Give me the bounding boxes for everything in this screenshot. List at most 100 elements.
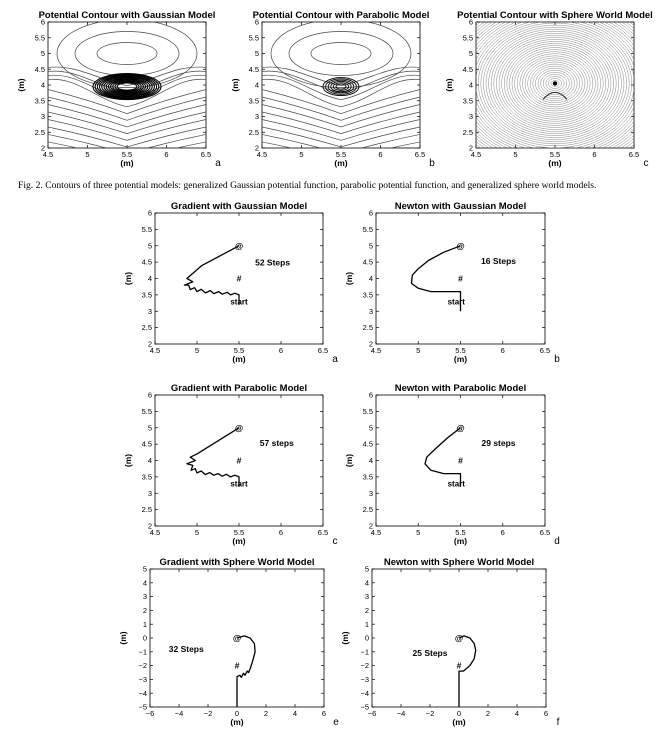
- contour-line: [262, 104, 420, 128]
- y-tick-label: 3: [255, 112, 259, 121]
- contour-line: [485, 28, 625, 138]
- contour-line: [288, 31, 394, 76]
- x-tick-label: 6: [378, 150, 382, 159]
- y-tick-label: 4: [148, 456, 152, 465]
- y-tick-label: −1: [360, 647, 369, 656]
- y-tick-label: 1: [143, 620, 147, 629]
- chart-title: Newton with Parabolic Model: [395, 383, 526, 394]
- obstacle-contour: [94, 73, 160, 100]
- chart-title: Gradient with Gaussian Model: [171, 201, 307, 212]
- y-tick-label: 5.5: [35, 33, 45, 42]
- y-tick-label: 2: [365, 606, 369, 615]
- x-tick-label: 6: [279, 346, 283, 355]
- y-tick-label: 6: [255, 18, 259, 27]
- obstacle-contour: [542, 91, 568, 100]
- x-tick-label: 4.5: [150, 528, 160, 537]
- contour-line: [270, 22, 412, 88]
- chart-grad-gaussian: 4.5 5 5.5 6 6.5 2 2.5 3 3.5 4 4.5 5 5.5 6 Gradient wit…: [123, 201, 338, 365]
- obstacle-marker: #: [457, 661, 462, 671]
- y-tick-label: 6: [469, 18, 473, 27]
- contour-line: [540, 72, 570, 95]
- goal-marker: [552, 81, 558, 86]
- y-tick-label: 3: [143, 592, 147, 601]
- chart-title: Potential Contour with Parabolic Model: [253, 10, 430, 21]
- obstacle-marker: #: [458, 456, 463, 466]
- contour-line: [262, 119, 420, 141]
- contour-line: [522, 57, 588, 110]
- x-tick-label: 6: [322, 709, 326, 718]
- y-tick-label: 2: [148, 340, 152, 349]
- contour-line: [48, 78, 206, 108]
- y-tick-label: 2.5: [463, 128, 473, 137]
- y-tick-label: −2: [138, 661, 147, 670]
- y-tick-label: 6: [148, 391, 152, 400]
- y-tick-label: 2.5: [249, 128, 259, 137]
- contour-line: [48, 134, 206, 148]
- x-tick-label: 6: [544, 709, 548, 718]
- panel-letter: b: [429, 158, 435, 169]
- goal-marker: @: [456, 423, 464, 433]
- obstacle-contour: [103, 77, 151, 96]
- contour-line: [529, 63, 581, 104]
- trajectory-line: [410, 245, 462, 312]
- panel-letter: e: [333, 717, 339, 728]
- y-tick-label: 3: [469, 112, 473, 121]
- x-axis-label: (m): [454, 536, 467, 546]
- contour-line: [48, 96, 206, 121]
- y-tick-label: 5.5: [249, 33, 259, 42]
- y-tick-label: 5: [148, 241, 152, 250]
- contour-line: [48, 119, 206, 141]
- obstacle-contour: [335, 83, 347, 90]
- y-axis-label: (m): [123, 272, 133, 285]
- y-tick-label: 2: [369, 340, 373, 349]
- contour-line: [48, 66, 206, 87]
- y-tick-label: 4.5: [249, 65, 259, 74]
- y-tick-label: 3.5: [363, 290, 373, 299]
- contour-line: [262, 96, 420, 121]
- trajectory-line: [183, 245, 240, 305]
- obstacle-marker: #: [237, 274, 242, 284]
- y-tick-label: 4: [148, 274, 152, 283]
- obstacle-contour: [322, 77, 360, 97]
- obstacle-contour: [114, 81, 140, 92]
- x-axis-label: (m): [548, 158, 561, 168]
- x-tick-label: 6: [501, 346, 505, 355]
- y-tick-label: 6: [148, 209, 152, 218]
- y-tick-label: −4: [360, 689, 369, 698]
- panel-letter: c: [333, 536, 338, 547]
- y-tick-label: 5: [41, 49, 45, 58]
- chart-title: Potential Contour with Sphere World Mode…: [457, 10, 653, 21]
- chart-title: Newton with Sphere World Model: [384, 557, 534, 568]
- x-axis-label: (m): [334, 158, 347, 168]
- contour-lines: [262, 22, 420, 148]
- y-tick-label: 2: [469, 144, 473, 153]
- y-tick-label: 6: [369, 391, 373, 400]
- contour-line: [476, 22, 634, 148]
- panel-letter: f: [557, 717, 560, 728]
- contour-line: [56, 22, 198, 88]
- trajectory-line: [236, 635, 256, 707]
- obstacle-contour: [92, 73, 162, 101]
- y-tick-label: 3: [365, 592, 369, 601]
- y-tick-label: 3: [148, 307, 152, 316]
- chart-title: Gradient with Parabolic Model: [171, 383, 307, 394]
- y-tick-label: 2.5: [35, 128, 45, 137]
- panel-letter: a: [215, 158, 221, 169]
- step-count-label: 25 Steps: [413, 648, 448, 658]
- y-tick-label: 5: [369, 423, 373, 432]
- obstacle-contour: [107, 78, 147, 95]
- x-tick-label: 6: [164, 150, 168, 159]
- contour-line: [48, 111, 206, 134]
- contour-line: [548, 78, 562, 89]
- x-tick-label: 5: [299, 150, 303, 159]
- x-tick-label: 5.5: [234, 528, 244, 537]
- y-tick-label: 3: [148, 489, 152, 498]
- contour-line: [48, 126, 206, 148]
- step-count-label: 57 steps: [260, 438, 294, 448]
- y-tick-label: −3: [360, 675, 369, 684]
- x-tick-label: 5: [85, 150, 89, 159]
- y-tick-label: 5.5: [363, 407, 373, 416]
- contour-line: [262, 78, 420, 108]
- step-count-label: 52 Steps: [255, 257, 290, 267]
- panel-letter: c: [644, 158, 649, 169]
